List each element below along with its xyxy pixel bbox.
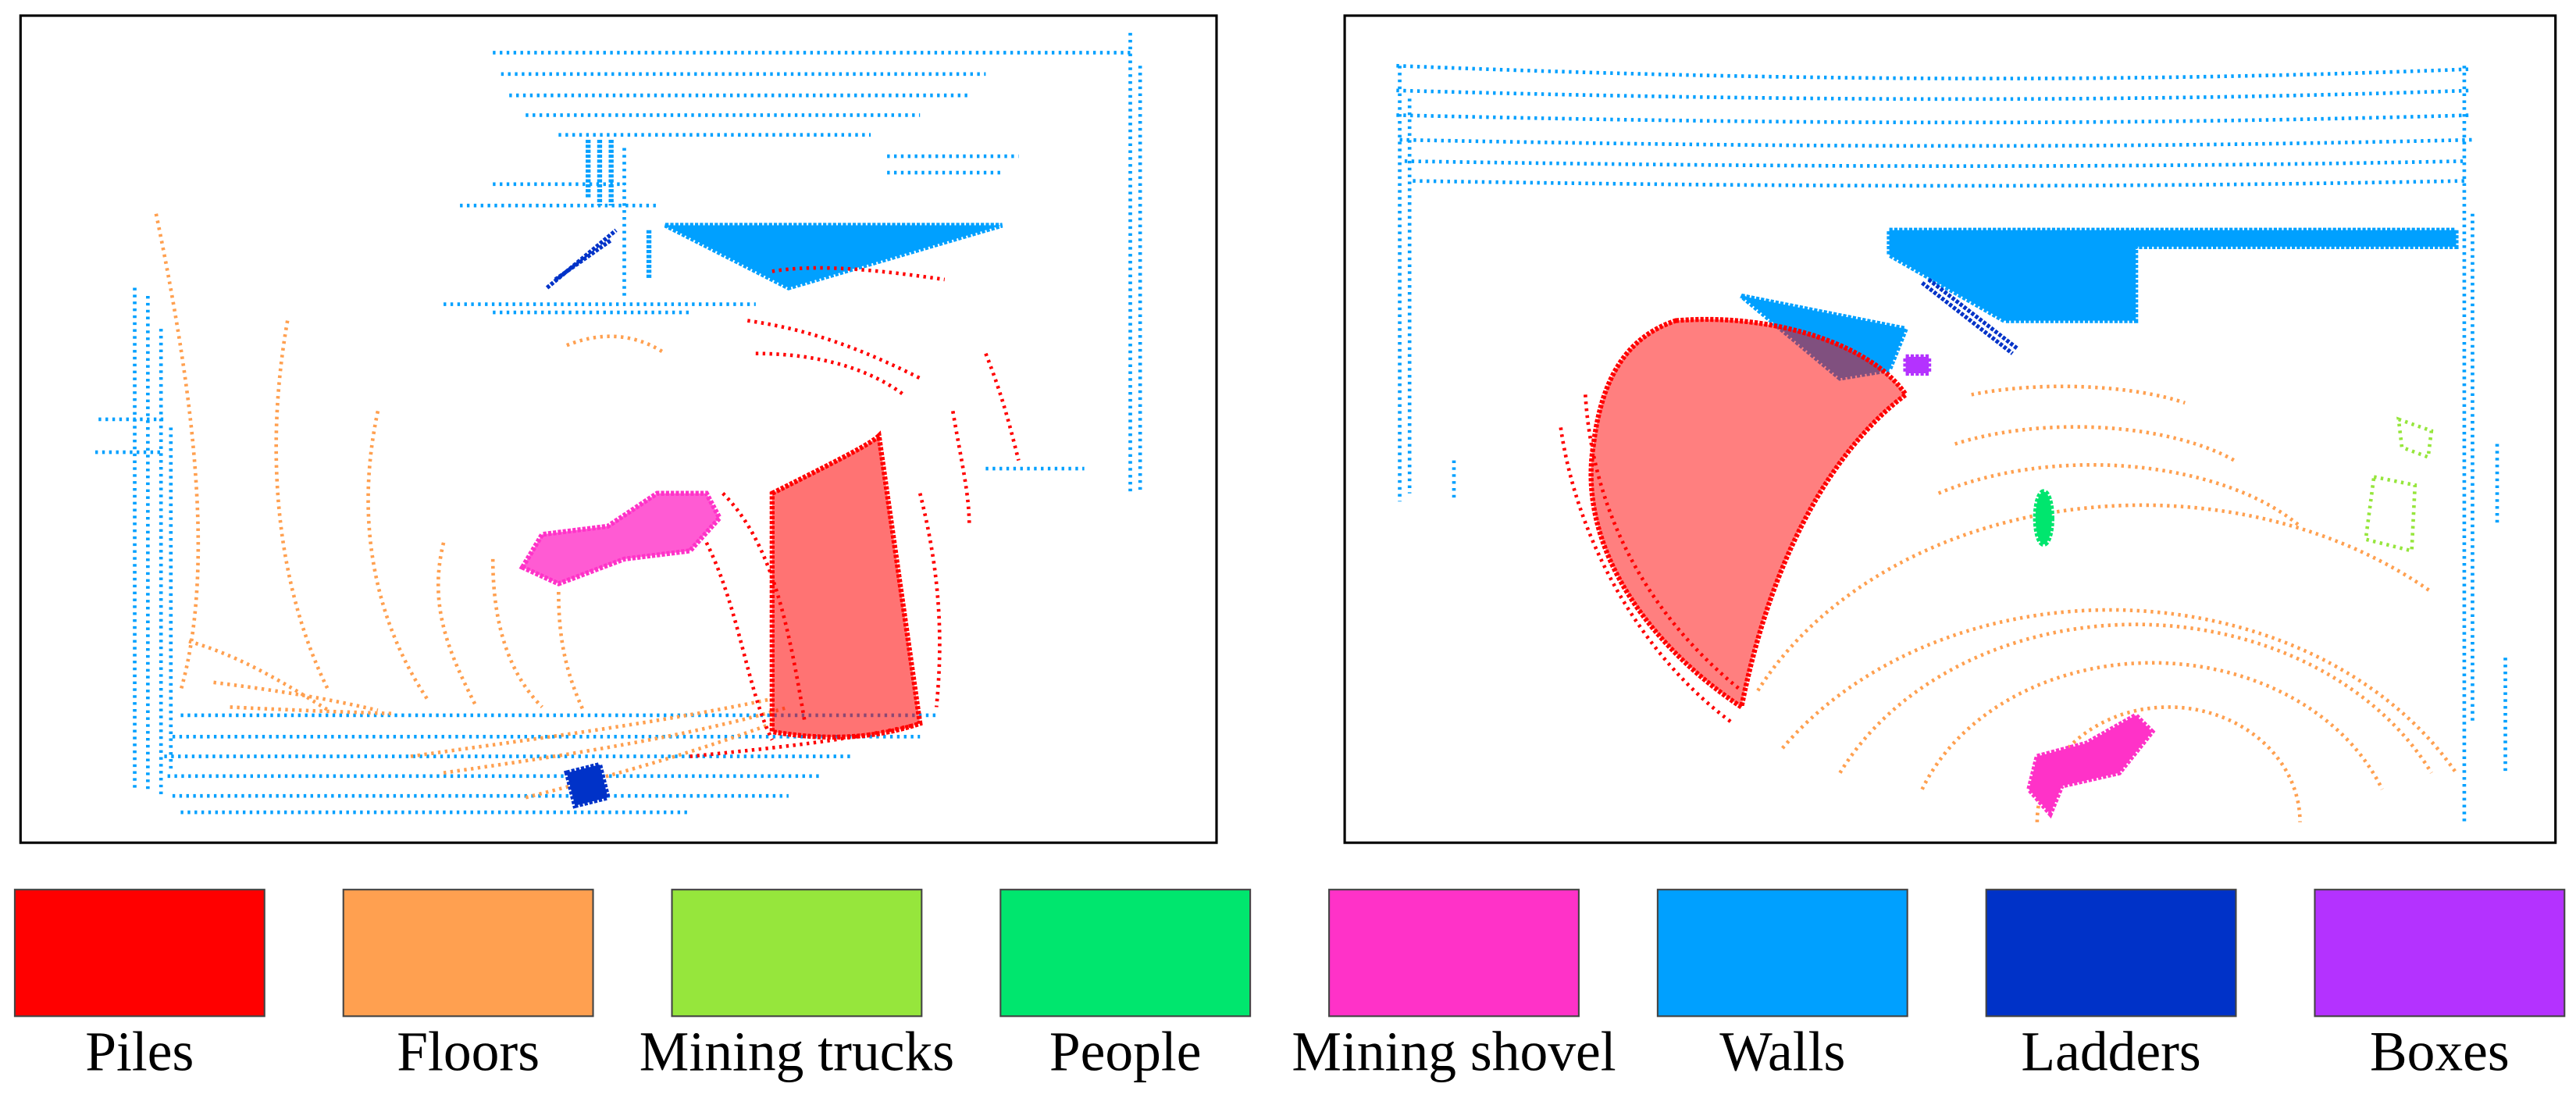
legend-label: Floors: [397, 1021, 540, 1082]
walls-points: [95, 33, 1142, 814]
right-panel: [1343, 14, 2557, 844]
legend-label: Piles: [85, 1021, 194, 1082]
legend-swatch: [13, 889, 265, 1018]
floors-points: [1756, 384, 2458, 822]
piles-points: [689, 266, 1021, 758]
people-points: [2033, 489, 2054, 547]
legend-label: Walls: [1719, 1021, 1845, 1082]
boxes-points: [1903, 354, 1932, 376]
legend-label: Ladders: [2021, 1021, 2200, 1082]
shovel-points: [2026, 712, 2156, 819]
floors-points: [154, 213, 789, 800]
legend-label: Boxes: [2370, 1021, 2510, 1082]
legend-swatch: [2314, 889, 2566, 1018]
legend: Piles Floors Mining trucks People Mining sho…: [13, 889, 2566, 1082]
legend-swatch: [342, 889, 594, 1018]
legend-label: Mining trucks: [640, 1021, 954, 1082]
shovel-points: [518, 490, 723, 586]
legend-swatch: [671, 889, 923, 1018]
ladders-points: [545, 228, 618, 809]
legend-label: Mining shovel: [1292, 1021, 1616, 1082]
legend-swatch: [1985, 889, 2237, 1018]
legend-swatch: [1656, 889, 1908, 1018]
legend-label: People: [1049, 1021, 1202, 1082]
walls-points: [1396, 63, 2507, 822]
legend-swatch: [1328, 889, 1580, 1018]
ladders-points: [1921, 277, 2019, 355]
left-panel: [19, 14, 1218, 844]
piles-points: [1559, 316, 1909, 725]
trucks-points: [2364, 416, 2434, 554]
legend-swatch: [999, 889, 1252, 1018]
